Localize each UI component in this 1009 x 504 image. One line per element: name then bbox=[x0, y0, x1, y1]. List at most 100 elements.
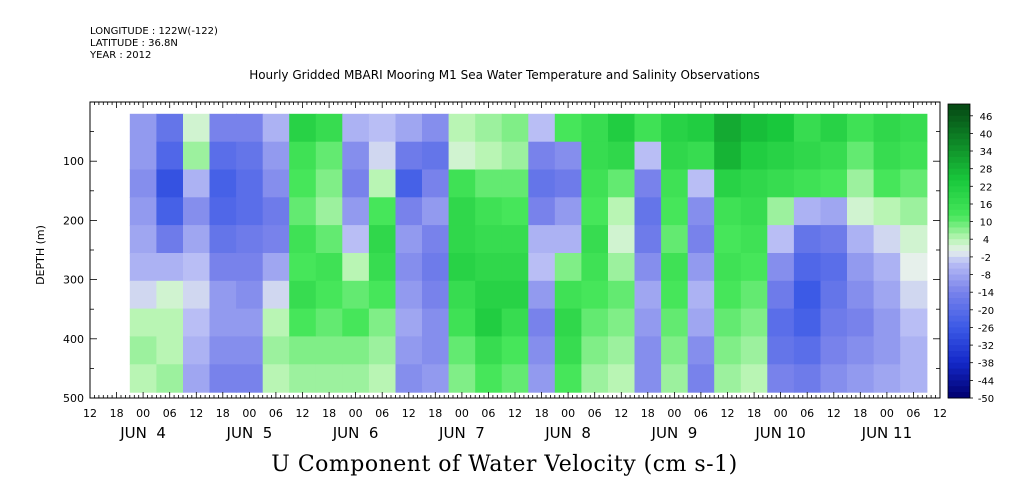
heatmap-cell bbox=[820, 280, 848, 310]
heatmap-cell bbox=[209, 225, 237, 254]
heatmap-cell bbox=[315, 197, 343, 226]
heatmap-cell bbox=[714, 253, 742, 282]
heatmap-cell bbox=[714, 308, 742, 337]
colorbar-swatch bbox=[948, 151, 970, 158]
heatmap-cell bbox=[873, 113, 901, 143]
colorbar-swatch bbox=[948, 156, 970, 164]
heatmap-cell bbox=[342, 253, 370, 282]
x-hour-tick-label: 00 bbox=[136, 407, 150, 420]
x-hour-tick-label: 00 bbox=[242, 407, 256, 420]
colorbar-swatch bbox=[948, 351, 970, 358]
heatmap-cell bbox=[262, 169, 290, 198]
heatmap-cell bbox=[156, 364, 184, 393]
heatmap-cell bbox=[395, 169, 423, 198]
colorbar-swatch bbox=[948, 327, 970, 334]
heatmap-cell bbox=[501, 308, 529, 337]
colorbar-swatch bbox=[948, 380, 970, 387]
heatmap-cell bbox=[156, 169, 184, 198]
heatmap-cell bbox=[820, 197, 848, 226]
x-hour-tick-label: 00 bbox=[774, 407, 788, 420]
heatmap-cell bbox=[608, 141, 636, 171]
heatmap-cell bbox=[262, 364, 290, 393]
heatmap-cell bbox=[395, 280, 423, 310]
colorbar-label: -44 bbox=[978, 376, 994, 387]
colorbar-swatch bbox=[948, 315, 970, 323]
heatmap-cell bbox=[422, 169, 450, 198]
plot-area bbox=[129, 113, 928, 393]
heatmap-cell bbox=[661, 169, 689, 198]
heatmap-cell bbox=[687, 113, 715, 143]
x-day-label: JUN 4 bbox=[119, 424, 166, 442]
x-hour-tick-label: 06 bbox=[588, 407, 602, 420]
heatmap-cell bbox=[714, 113, 742, 143]
colorbar-swatch bbox=[948, 321, 970, 328]
x-hour-tick-label: 12 bbox=[508, 407, 522, 420]
heatmap-cell bbox=[554, 280, 582, 310]
x-hour-tick-label: 18 bbox=[747, 407, 761, 420]
heatmap-cell bbox=[129, 197, 157, 226]
x-hour-tick-label: 06 bbox=[269, 407, 283, 420]
heatmap-cell bbox=[740, 308, 768, 337]
heatmap-cell bbox=[156, 280, 184, 310]
heatmap-cell bbox=[236, 364, 264, 393]
heatmap-cell bbox=[581, 225, 609, 254]
heatmap-cell bbox=[767, 225, 795, 254]
heatmap-cell bbox=[847, 113, 875, 143]
heatmap-cell bbox=[315, 308, 343, 337]
heatmap-cell bbox=[262, 225, 290, 254]
heatmap-cell bbox=[634, 336, 662, 365]
heatmap-cell bbox=[661, 308, 689, 337]
colorbar-swatch bbox=[948, 262, 970, 270]
heatmap-cell bbox=[289, 225, 317, 254]
heatmap-cell bbox=[687, 280, 715, 310]
heatmap-cell bbox=[209, 308, 237, 337]
colorbar-label: -2 bbox=[981, 253, 991, 264]
x-hour-tick-label: 06 bbox=[800, 407, 814, 420]
x-hour-tick-label: 12 bbox=[83, 407, 97, 420]
heatmap-cell bbox=[129, 253, 157, 282]
heatmap-cell bbox=[448, 280, 476, 310]
heatmap-cell bbox=[475, 113, 503, 143]
heatmap-cell bbox=[368, 253, 397, 282]
heatmap-cell bbox=[342, 225, 370, 254]
heatmap-cell bbox=[395, 141, 423, 171]
y-tick-label: 300 bbox=[63, 274, 84, 287]
colorbar-swatch bbox=[948, 362, 970, 370]
heatmap-cell bbox=[900, 113, 928, 143]
heatmap-cell bbox=[554, 253, 582, 282]
heatmap-cell bbox=[209, 113, 237, 143]
colorbar-swatch bbox=[948, 221, 970, 228]
x-hour-tick-label: 18 bbox=[535, 407, 549, 420]
x-hour-tick-label: 18 bbox=[641, 407, 655, 420]
heatmap-cell bbox=[342, 364, 370, 393]
colorbar-label: -8 bbox=[981, 271, 991, 282]
heatmap-cell bbox=[661, 336, 689, 365]
heatmap-cell bbox=[236, 253, 264, 282]
heatmap-cell bbox=[714, 280, 742, 310]
x-hour-tick-label: 12 bbox=[189, 407, 203, 420]
heatmap-cell bbox=[156, 308, 184, 337]
heatmap-cell bbox=[873, 141, 901, 171]
heatmap-cell bbox=[793, 280, 822, 310]
colorbar-label: -32 bbox=[978, 341, 994, 352]
x-day-label: JUN 7 bbox=[438, 424, 485, 442]
heatmap-cell bbox=[767, 253, 795, 282]
colorbar-swatch bbox=[948, 115, 970, 123]
heatmap-cell bbox=[581, 113, 609, 143]
heatmap-cell bbox=[714, 197, 742, 226]
heatmap-cell bbox=[634, 225, 662, 254]
heatmap-cell bbox=[900, 308, 928, 337]
heatmap-cell bbox=[342, 169, 370, 198]
y-axis-label: DEPTH (m) bbox=[34, 225, 47, 285]
heatmap-cell bbox=[873, 336, 901, 365]
heatmap-cell bbox=[528, 113, 556, 143]
heatmap-cell bbox=[475, 141, 503, 171]
heatmap-cell bbox=[528, 141, 556, 171]
colorbar: 46 40 34 28 22 16 10 4 -2 -8 -14 -20 -26 -32 -38 -44 -50 bbox=[947, 103, 994, 405]
heatmap-cell bbox=[475, 336, 503, 365]
heatmap-cell bbox=[687, 253, 715, 282]
colorbar-label: -50 bbox=[978, 394, 994, 405]
colorbar-swatch bbox=[948, 303, 970, 311]
y-tick-label: 200 bbox=[63, 214, 84, 227]
